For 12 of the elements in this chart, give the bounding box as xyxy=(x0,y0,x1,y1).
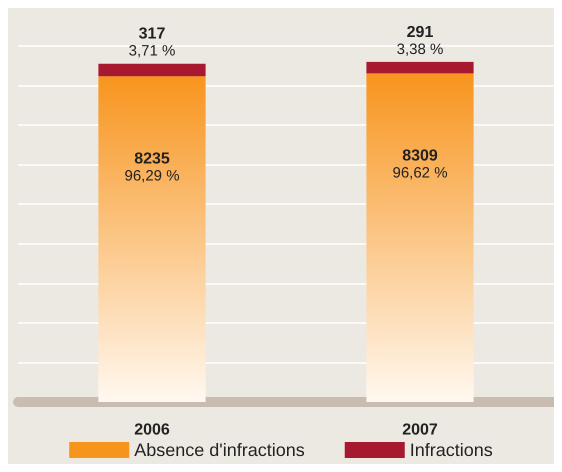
data-label: 317 3,71 % xyxy=(128,26,176,60)
legend-label: Infractions xyxy=(410,440,493,460)
bar xyxy=(98,76,206,402)
x-tick-label: 2007 xyxy=(402,422,438,438)
data-label: 8235 96,29 % xyxy=(124,150,180,184)
bar xyxy=(98,64,206,76)
bar xyxy=(366,62,474,74)
bar xyxy=(366,73,474,402)
data-label: 8309 96,62 % xyxy=(392,147,448,182)
x-tick-label: 2006 xyxy=(134,422,170,438)
legend-label: Absence d'infractions xyxy=(134,440,305,460)
data-label: 291 3,38 % xyxy=(396,24,444,58)
